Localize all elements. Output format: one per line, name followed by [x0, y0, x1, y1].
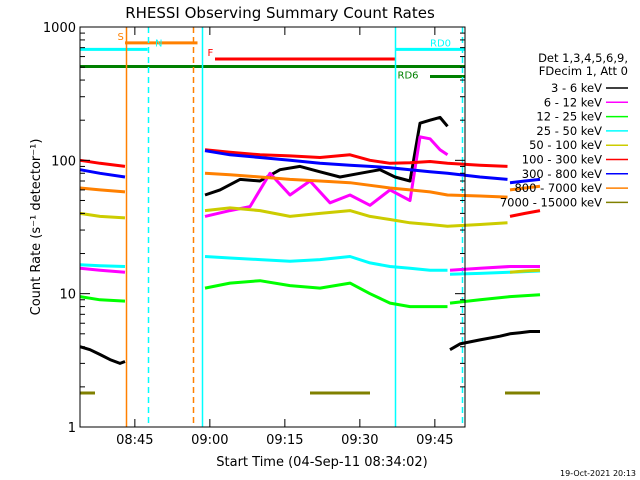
y-tick-label-2: 100 — [51, 154, 76, 169]
y-axis-label: Count Rate (s⁻¹ detector⁻¹) — [29, 139, 44, 316]
series-4 — [79, 206, 541, 274]
x-tick-label-0: 08:45 — [116, 433, 153, 448]
series-7-segment-1 — [204, 171, 508, 199]
legend-label-4: 50 - 100 keV — [529, 138, 602, 152]
series-5-segment-2 — [509, 209, 541, 218]
legend-header-0: Det 1,3,4,5,6,9, — [538, 51, 628, 65]
series-5-segment-1 — [204, 148, 508, 168]
plot-frame — [79, 26, 466, 428]
flag-layer: S N F RD0 RD6 — [80, 32, 465, 82]
y-tick-label-3: 1000 — [43, 21, 76, 36]
legend-label-8: 7000 - 15000 keV — [500, 195, 602, 209]
x-tick-label-3: 09:30 — [341, 433, 378, 448]
series-0-segment-1 — [204, 115, 449, 197]
series-6-segment-1 — [204, 149, 508, 181]
legend-header-1: FDecim 1, Att 0 — [539, 64, 628, 78]
x-axis-label: Start Time (04-Sep-11 08:34:02) — [216, 455, 427, 470]
flag-label-s: S — [118, 32, 124, 43]
y-tick-label-0: 1 — [68, 421, 76, 436]
flag-label-rd6: RD6 — [398, 71, 419, 82]
flag-label-f: F — [208, 48, 214, 59]
series-5 — [79, 148, 541, 218]
legend-label-7: 800 - 7000 keV — [514, 181, 602, 195]
x-tick-label-2: 09:15 — [266, 433, 303, 448]
axis-layer: 08:45 09:00 09:15 09:30 09:45 1 10 100 1000 — [43, 21, 465, 448]
series-5-segment-0 — [79, 158, 126, 168]
series-4-segment-0 — [79, 211, 126, 220]
legend-label-1: 6 - 12 keV — [544, 95, 602, 109]
x-tick-label-1: 09:00 — [191, 433, 228, 448]
series-6-segment-0 — [79, 168, 126, 179]
footer-timestamp: 19-Oct-2021 20:13 — [560, 469, 636, 478]
series-1-segment-1 — [204, 135, 449, 218]
series-layer — [79, 115, 541, 395]
flag-label-rd0: RD0 — [430, 38, 451, 49]
series-3-segment-1 — [204, 255, 448, 272]
vertical-line-layer — [125, 27, 464, 427]
series-4-segment-2 — [509, 268, 541, 274]
legend-label-0: 3 - 6 keV — [551, 81, 602, 95]
series-6-segment-2 — [509, 177, 541, 185]
series-4-segment-1 — [204, 206, 508, 228]
series-3-segment-0 — [79, 263, 126, 268]
series-0-segment-2 — [449, 330, 540, 351]
series-6 — [79, 149, 541, 185]
series-2-segment-0 — [79, 295, 126, 303]
flag-label-n: N — [155, 38, 162, 49]
x-tick-label-4: 09:45 — [416, 433, 453, 448]
legend: Det 1,3,4,5,6,9,FDecim 1, Att 0 3 - 6 keV… — [500, 51, 628, 209]
legend-label-2: 12 - 25 keV — [536, 110, 602, 124]
chart-title: RHESSI Observing Summary Count Rates — [125, 4, 435, 22]
legend-label-3: 25 - 50 keV — [536, 124, 602, 138]
series-0 — [79, 115, 540, 365]
series-7 — [79, 171, 541, 199]
y-tick-label-1: 10 — [59, 288, 76, 303]
series-7-segment-0 — [79, 186, 126, 194]
series-1-segment-0 — [79, 266, 126, 274]
series-2-segment-1 — [204, 279, 448, 309]
legend-label-6: 300 - 800 keV — [522, 167, 602, 181]
legend-label-5: 100 - 300 keV — [522, 153, 602, 167]
series-7-segment-2 — [509, 184, 541, 192]
series-0-segment-0 — [79, 345, 126, 365]
